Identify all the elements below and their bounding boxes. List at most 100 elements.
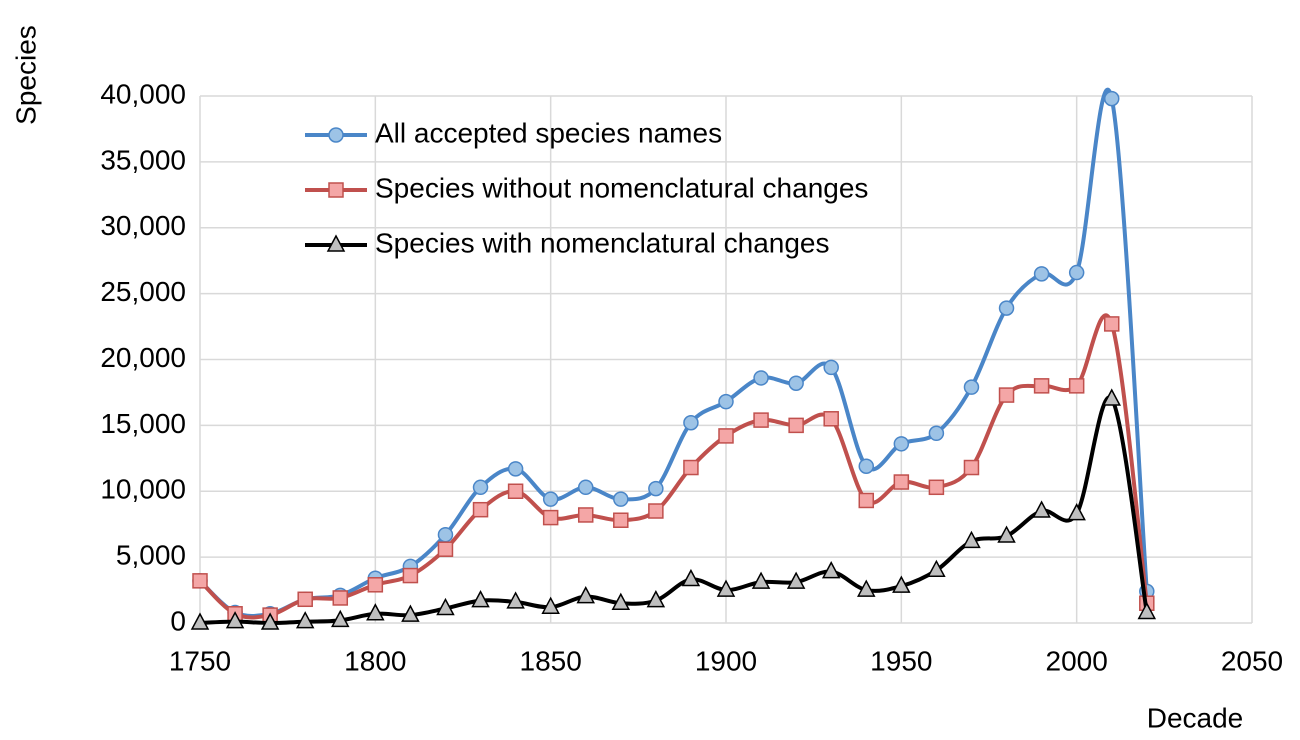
data-point	[928, 479, 945, 496]
data-point	[963, 459, 980, 476]
legend-label: All accepted species names	[375, 117, 722, 148]
data-point	[893, 436, 910, 452]
y-tick-label: 10,000	[100, 474, 186, 505]
data-point	[577, 479, 594, 496]
y-tick-label: 20,000	[100, 342, 186, 373]
legend-marker	[328, 182, 344, 198]
data-point	[472, 501, 489, 518]
data-point	[928, 425, 945, 442]
data-point	[437, 541, 454, 557]
data-point	[648, 503, 664, 519]
data-point	[751, 571, 771, 589]
data-point	[332, 590, 349, 606]
data-point	[823, 411, 839, 427]
x-tick-label: 1950	[870, 645, 932, 676]
data-point	[1068, 264, 1085, 281]
data-point	[471, 590, 490, 608]
data-point	[331, 609, 350, 628]
y-axis-label: Species	[10, 25, 41, 125]
data-point	[541, 596, 560, 614]
y-tick-label: 15,000	[100, 408, 186, 439]
data-point	[295, 611, 315, 629]
data-point	[788, 375, 804, 391]
data-point	[1033, 378, 1050, 394]
data-point	[611, 592, 631, 610]
data-point	[683, 414, 699, 431]
y-tick-label: 25,000	[100, 276, 186, 307]
data-point	[613, 491, 629, 507]
data-point	[437, 526, 454, 543]
data-point	[1102, 388, 1121, 406]
legend-marker	[326, 234, 346, 252]
data-point	[507, 461, 524, 477]
x-tick-label: 2000	[1046, 645, 1108, 676]
data-point	[788, 417, 804, 434]
data-point	[998, 387, 1015, 403]
data-point	[857, 579, 876, 597]
data-point	[821, 561, 841, 579]
data-point	[998, 300, 1015, 316]
data-point	[858, 458, 875, 474]
y-tick-label: 5,000	[116, 540, 186, 571]
x-tick-label: 1800	[344, 645, 406, 676]
data-point	[718, 428, 734, 444]
data-point	[823, 359, 839, 376]
data-point	[962, 530, 981, 549]
x-tick-label: 1750	[169, 645, 231, 676]
data-point	[260, 612, 280, 630]
data-point	[683, 459, 699, 476]
data-point	[401, 604, 420, 622]
data-point	[472, 479, 489, 496]
data-point	[402, 567, 419, 584]
y-tick-label: 40,000	[100, 78, 186, 109]
data-point	[753, 412, 769, 428]
data-point	[506, 591, 525, 609]
legend-label: Species with nomenclatural changes	[375, 227, 829, 258]
data-point	[716, 579, 736, 597]
data-point	[646, 590, 666, 608]
data-point	[192, 573, 208, 589]
data-point	[648, 480, 664, 497]
data-point	[542, 491, 559, 507]
data-point	[718, 393, 734, 410]
series-line	[198, 313, 1149, 620]
data-point	[507, 483, 524, 499]
data-point	[297, 591, 313, 608]
data-point	[1068, 378, 1085, 394]
data-point	[892, 575, 911, 593]
data-point	[542, 509, 559, 526]
data-point	[963, 379, 980, 395]
data-point	[225, 611, 245, 629]
data-point	[436, 597, 455, 616]
legend-label: Species without nomenclatural changes	[375, 172, 868, 203]
data-point	[997, 525, 1016, 543]
data-point	[367, 577, 384, 593]
data-point	[927, 559, 946, 578]
data-point	[1033, 266, 1050, 282]
data-point	[1103, 90, 1120, 107]
x-tick-label: 2050	[1221, 645, 1283, 676]
data-point	[577, 507, 594, 523]
legend-marker	[328, 127, 344, 143]
data-point	[858, 492, 875, 509]
data-point	[893, 474, 910, 490]
y-tick-label: 30,000	[100, 210, 186, 241]
data-point	[786, 571, 806, 589]
data-point	[190, 612, 210, 630]
data-point	[1067, 503, 1086, 521]
data-point	[613, 512, 629, 528]
x-tick-label: 1900	[695, 645, 757, 676]
y-tick-label: 35,000	[100, 144, 186, 175]
data-point	[753, 370, 769, 386]
data-point	[576, 586, 595, 604]
x-tick-label: 1850	[520, 645, 582, 676]
x-axis-label: Decade	[1147, 702, 1244, 733]
data-point	[1103, 316, 1120, 332]
data-point	[1032, 500, 1051, 518]
data-point	[1137, 601, 1157, 620]
data-point	[681, 568, 701, 587]
data-point	[366, 603, 385, 621]
y-tick-label: 0	[170, 605, 186, 636]
